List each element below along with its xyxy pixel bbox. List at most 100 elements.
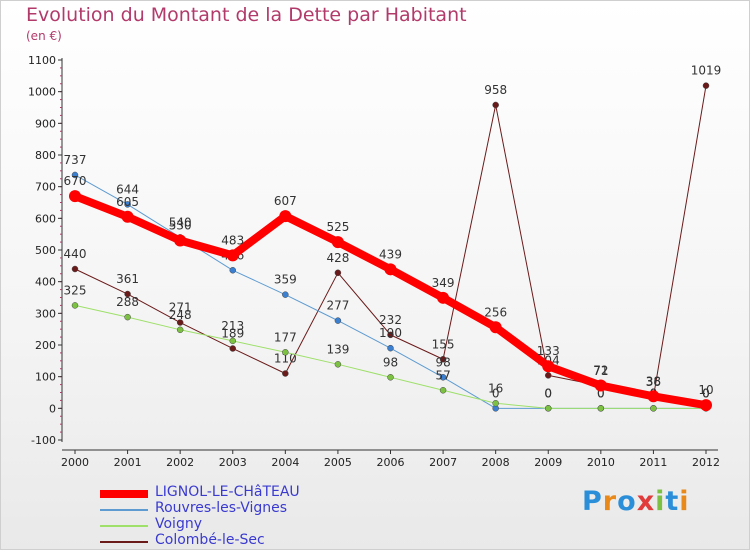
data-label: 0 [702, 386, 710, 400]
data-point [702, 82, 710, 89]
data-point [71, 171, 79, 179]
data-label: 155 [432, 337, 455, 351]
data-label: 288 [116, 295, 139, 309]
x-tick-label: 2008 [482, 456, 510, 469]
legend-label-colombe: Colombé-le-Sec [155, 532, 265, 548]
y-tick-label: 300 [35, 307, 56, 320]
y-tick-label: 900 [35, 117, 56, 130]
data-point [334, 317, 342, 324]
data-point [279, 210, 292, 223]
data-point [384, 263, 397, 276]
data-label: 607 [274, 194, 297, 208]
data-label: 72 [593, 364, 608, 378]
data-point [176, 326, 184, 334]
logo-letter: x [636, 486, 656, 517]
data-label: 190 [379, 326, 402, 340]
data-point [69, 190, 81, 203]
x-tick-label: 2001 [114, 456, 142, 469]
data-label: 483 [221, 233, 244, 247]
data-label: 525 [326, 220, 349, 234]
data-label: 189 [221, 326, 244, 340]
data-point [176, 319, 184, 326]
proxiti-logo: Proxiti [582, 486, 690, 517]
data-label: 71 [593, 364, 608, 378]
data-point [387, 344, 394, 352]
legend-swatch-rouvres [100, 509, 148, 511]
data-label: 439 [379, 247, 402, 261]
data-label: 361 [116, 272, 139, 286]
data-point [229, 267, 236, 274]
y-tick-label: 600 [35, 212, 56, 225]
x-tick-label: 2004 [271, 456, 299, 469]
data-point [124, 290, 131, 298]
data-label: 349 [432, 276, 455, 290]
data-point [650, 405, 657, 412]
data-label: 16 [488, 381, 503, 395]
data-label: 271 [169, 301, 192, 315]
legend-label-lignol: LIGNOL-LE-CHâTEAU [155, 484, 300, 500]
y-tick-label: 200 [35, 339, 56, 352]
data-point [489, 321, 502, 334]
data-label: 139 [326, 342, 349, 356]
y-tick-label: 400 [35, 276, 56, 289]
data-point [594, 379, 607, 392]
data-label: 110 [274, 352, 297, 366]
data-label: 133 [537, 344, 560, 358]
data-point [282, 291, 289, 298]
data-label: 38 [646, 374, 661, 388]
y-tick-label: 800 [35, 149, 56, 162]
data-label: 440 [64, 247, 87, 261]
x-tick-label: 2005 [324, 456, 352, 469]
data-point [700, 399, 712, 412]
data-point [439, 387, 447, 394]
data-point [121, 210, 134, 223]
data-label: 177 [274, 330, 297, 344]
data-point [334, 361, 342, 368]
data-label: 737 [64, 153, 87, 167]
x-tick-label: 2003 [219, 456, 247, 469]
data-point [492, 101, 499, 109]
data-label: 0 [544, 386, 552, 400]
data-point [124, 201, 131, 208]
data-label: 277 [326, 299, 349, 313]
data-point [226, 249, 239, 262]
legend-label-voigny: Voigny [155, 516, 202, 532]
data-label: 644 [116, 182, 139, 196]
data-label: 213 [221, 319, 244, 333]
data-label: 359 [274, 273, 297, 287]
data-label: 670 [64, 174, 87, 188]
data-label: 0 [597, 386, 605, 400]
data-point [334, 269, 342, 277]
data-label: 232 [379, 313, 402, 327]
x-tick-label: 2002 [166, 456, 194, 469]
data-point [331, 236, 344, 249]
legend-swatch-lignol [100, 490, 148, 498]
data-label: 0 [492, 386, 500, 400]
data-point [282, 370, 289, 377]
data-point [387, 374, 394, 381]
data-point [71, 302, 79, 309]
x-tick-label: 2011 [639, 456, 667, 469]
data-point [437, 291, 450, 304]
data-point [124, 313, 131, 321]
data-point [439, 356, 447, 363]
logo-letter: i [655, 486, 666, 517]
data-point [71, 265, 79, 273]
logo-letter: P [582, 486, 603, 517]
x-tick-label: 2007 [429, 456, 457, 469]
data-point [545, 405, 552, 412]
data-point [597, 405, 605, 412]
logo-letter: i [679, 486, 690, 517]
data-point [439, 374, 447, 381]
data-label: 57 [435, 368, 450, 382]
y-tick-label: 700 [35, 181, 56, 194]
legend-swatch-voigny [100, 525, 148, 527]
data-label: 0 [544, 386, 552, 400]
data-point [229, 345, 236, 352]
data-label: 605 [116, 195, 139, 209]
data-point [174, 234, 187, 247]
x-tick-label: 2006 [377, 456, 405, 469]
data-label: 98 [383, 355, 398, 369]
y-axis-unit: (en €) [26, 29, 62, 43]
